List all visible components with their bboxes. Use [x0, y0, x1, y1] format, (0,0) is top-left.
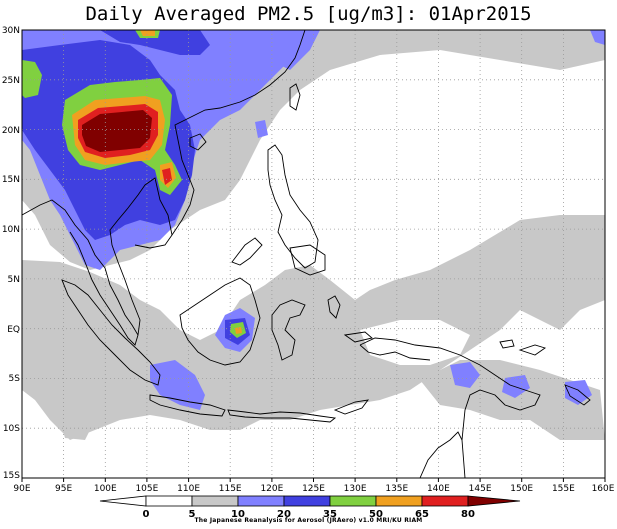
lightblue-region-northeast	[280, 30, 320, 70]
colorbar-box	[421, 495, 469, 507]
coastline-sumatra	[61, 279, 161, 386]
lat-label: 10N	[2, 225, 20, 235]
coastline-java	[149, 394, 226, 417]
coastline-solomons	[564, 384, 591, 406]
colorbar-label: 50	[369, 509, 383, 520]
gray-region-east	[520, 285, 560, 315]
lon-label: 145E	[469, 484, 492, 494]
coastline-new-guinea	[359, 337, 541, 478]
colorbar-box	[191, 495, 239, 507]
lat-label: 15S	[3, 471, 20, 481]
colorbar-label: 80	[461, 509, 475, 520]
lightblue-region-sumatra	[150, 360, 205, 410]
lon-label: 110E	[177, 484, 200, 494]
colorbar-box	[375, 495, 423, 507]
colorbar	[99, 495, 521, 507]
lon-label: 95E	[55, 484, 72, 494]
lightblue-region-spot	[255, 120, 268, 138]
coastline-hainan	[189, 133, 207, 151]
colorbar-label: 35	[323, 509, 337, 520]
colorbar-label: 65	[415, 509, 429, 520]
orange-region-borneo	[235, 327, 242, 334]
darkblue-region-north	[100, 30, 210, 55]
lat-labels: 30N 25N 20N 15N 10N 5N EQ 5S 10S 15S	[2, 26, 20, 481]
lat-label: 20N	[2, 126, 20, 136]
lon-labels: 90E 95E 100E 105E 110E 115E 120E 125E 13…	[13, 484, 614, 494]
lon-label: 100E	[94, 484, 117, 494]
green-region-west	[22, 60, 42, 98]
colorbar-label: 20	[277, 509, 291, 520]
coastline-mindanao	[289, 244, 326, 276]
tick-marks	[21, 478, 606, 482]
lat-label: 30N	[2, 26, 20, 36]
lat-label: 25N	[2, 76, 20, 86]
red-region-spot	[162, 168, 172, 185]
lon-label: 150E	[510, 484, 533, 494]
lon-label: 90E	[13, 484, 30, 494]
lat-label: EQ	[7, 325, 20, 335]
gray-region-southwest	[60, 410, 95, 440]
lon-label: 120E	[260, 484, 283, 494]
map-title: Daily Averaged PM2.5 [ug/m3]: 01Apr2015	[85, 3, 532, 25]
colorbar-triangle-left	[99, 495, 147, 507]
colorbar-triangle-right	[467, 495, 521, 507]
coastline-seram	[343, 331, 373, 343]
colorbar-label: 10	[231, 509, 245, 520]
coastlines	[22, 30, 591, 478]
coastline-bismarck	[499, 339, 515, 349]
lat-label: 5S	[9, 374, 21, 384]
coastline-lesser-sunda	[227, 409, 337, 423]
lightblue-region-newguinea-east	[502, 375, 530, 398]
clean-air-hole-2	[150, 255, 215, 295]
clean-air-hole-4	[22, 420, 430, 478]
lon-label: 160E	[592, 484, 615, 494]
colorbar-label: 0	[143, 509, 150, 520]
coastline-halmahera	[327, 295, 341, 319]
lightblue-region-solomon	[565, 380, 592, 405]
lon-label: 130E	[344, 484, 367, 494]
orange-region-top	[140, 30, 155, 36]
colorbar-label: 5	[189, 509, 196, 520]
lon-label: 135E	[385, 484, 408, 494]
clean-air-hole-1	[330, 75, 605, 215]
coastline-new-britain	[518, 344, 547, 356]
coastline-australia	[419, 431, 463, 478]
lat-label: 10S	[3, 424, 20, 434]
colorbar-labels: 0 5 10 20 35 50 65 80	[143, 509, 475, 520]
colorbar-box	[237, 495, 285, 507]
darkred-region-mainland	[82, 110, 152, 152]
coastline-philippines	[267, 144, 319, 269]
lat-label: 15N	[2, 175, 20, 185]
colorbar-box	[283, 495, 331, 507]
coastline-taiwan	[289, 83, 301, 111]
lon-label: 105E	[135, 484, 158, 494]
coastline-asia-mainland	[22, 30, 306, 346]
coastline-sulawesi	[271, 299, 306, 361]
lightblue-region-topright	[590, 30, 605, 45]
colorbar-box	[329, 495, 377, 507]
lon-label: 155E	[552, 484, 575, 494]
lon-label: 140E	[427, 484, 450, 494]
lon-label: 125E	[302, 484, 325, 494]
lon-label: 115E	[219, 484, 242, 494]
coastline-palawan	[231, 237, 263, 266]
colorbar-box	[145, 495, 193, 507]
credit-text: The Japanese Reanalysis for Aerosol (JRA…	[194, 517, 423, 524]
coastline-borneo	[179, 277, 261, 366]
coastline-timor	[333, 399, 370, 415]
lightblue-region-newguinea	[450, 362, 480, 388]
lat-label: 5N	[8, 275, 20, 285]
gridlines	[22, 30, 605, 478]
